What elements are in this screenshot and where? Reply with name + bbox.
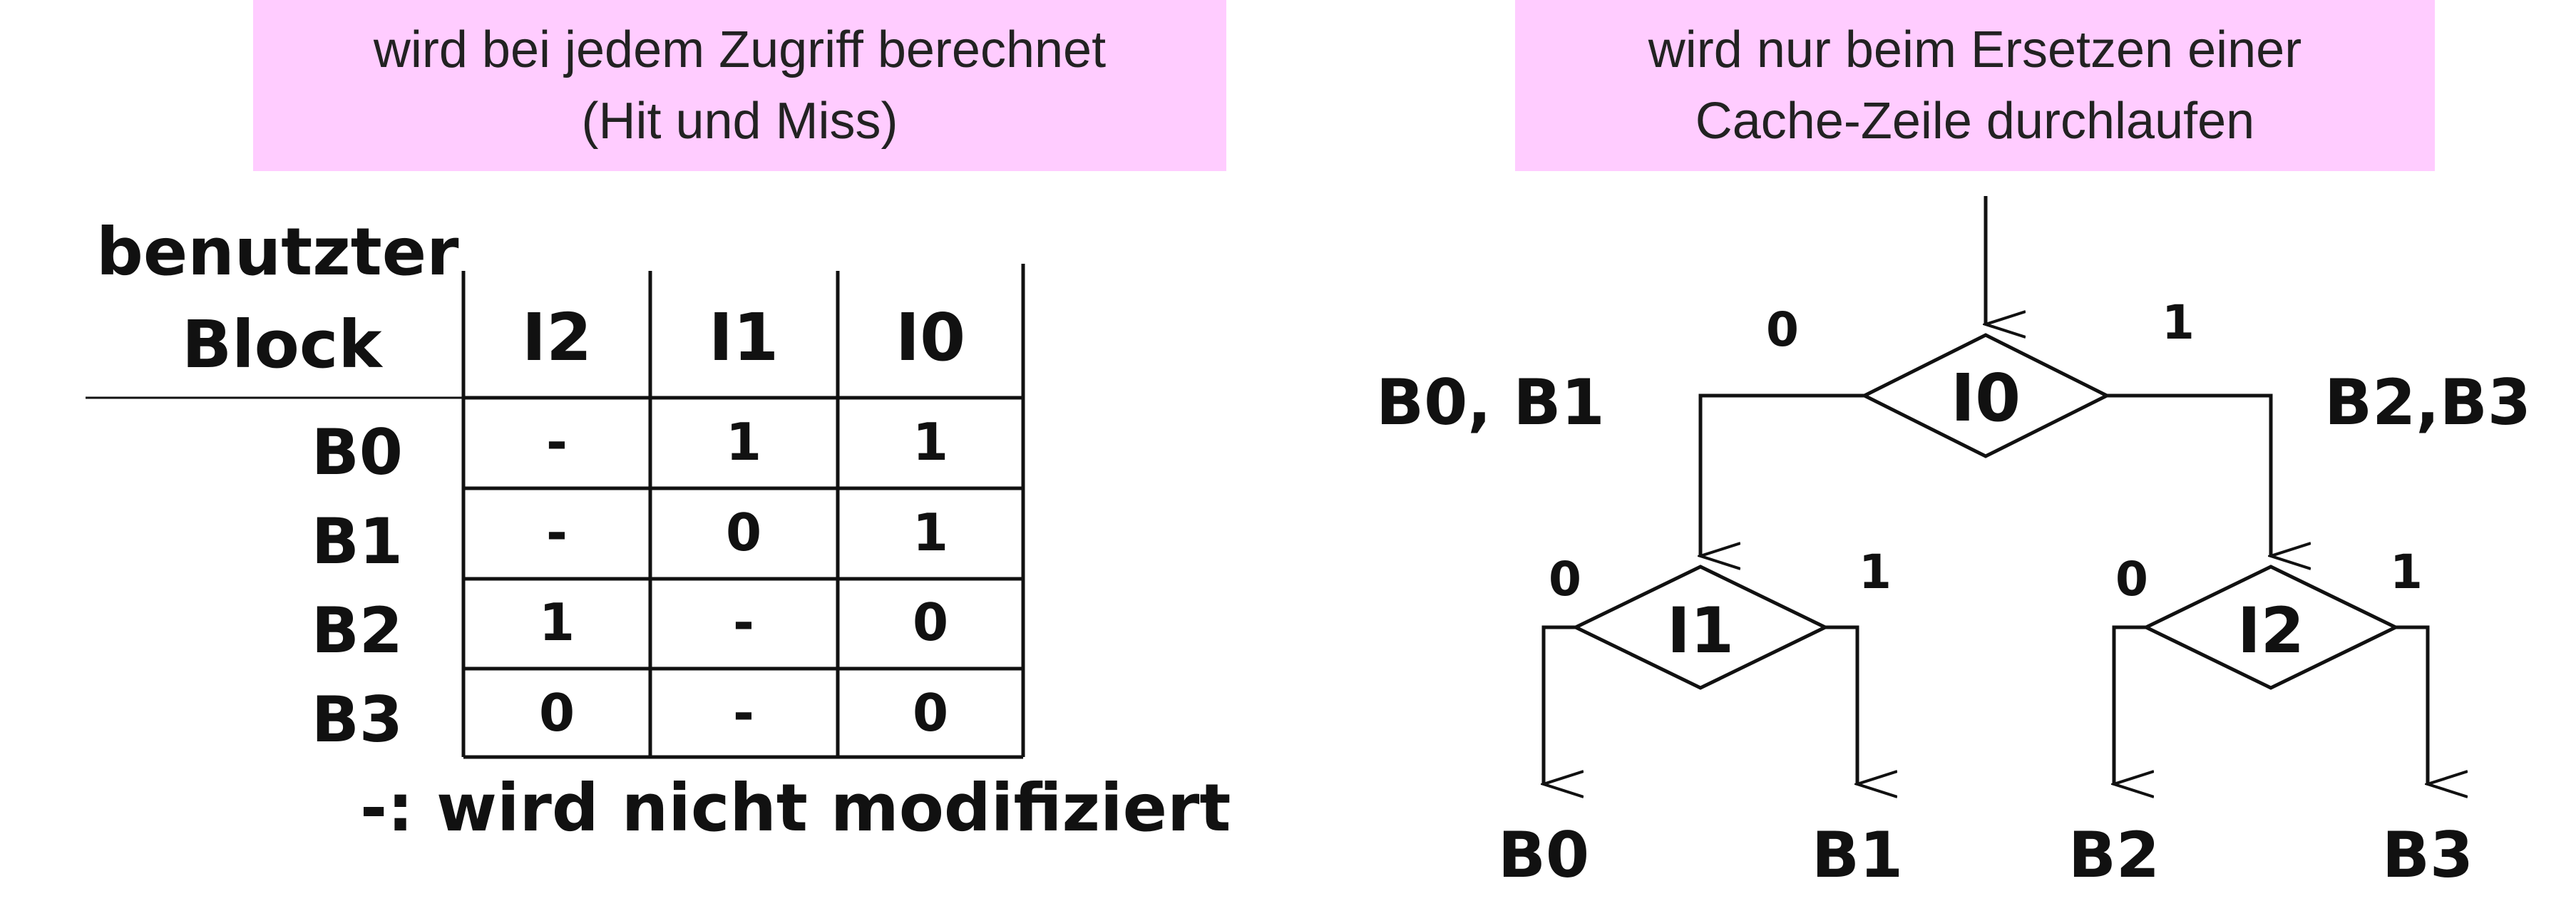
row-label-b1: B1: [312, 505, 403, 578]
note-box-left: wird bei jedem Zugriff berechnet (Hit un…: [253, 0, 1226, 171]
right-node-edge-right: 1: [2390, 545, 2423, 599]
col-header-i1: I1: [709, 299, 779, 376]
cell: 1: [539, 592, 575, 652]
cell: 0: [913, 683, 948, 743]
root-branch-right: [2107, 393, 2271, 556]
right-node-diamond: [2142, 565, 2400, 690]
left-node-branch-right: [1825, 625, 1857, 784]
cell: 1: [913, 412, 948, 472]
right-node-label: I2: [2237, 594, 2304, 667]
col-header-i0: I0: [896, 299, 965, 376]
root-edge-left-label: 0: [1766, 302, 1799, 357]
cell: 0: [539, 683, 575, 743]
note-right-line2: Cache-Zeile durchlaufen: [1695, 93, 2255, 150]
cell: 0: [726, 503, 761, 562]
note-left-line2: (Hit und Miss): [581, 93, 898, 150]
row-label-b3: B3: [312, 683, 403, 756]
left-node-edge-right: 1: [1859, 545, 1892, 599]
row-label-b2: B2: [312, 594, 403, 667]
cell: 0: [913, 592, 948, 652]
cell: -: [733, 592, 754, 652]
table-header-line2: Block: [182, 307, 383, 383]
cell: -: [546, 503, 568, 562]
cell: 1: [726, 412, 761, 472]
note-box-right: wird nur beim Ersetzen einer Cache-Zeile…: [1515, 0, 2435, 171]
note-left-line1: wird bei jedem Zugriff berechnet: [373, 21, 1107, 78]
root-right-group: B2,B3: [2324, 366, 2531, 439]
decision-tree: I0 0 1 B0, B1 B2,B3 I1 0 1 B0 B1 I2 0 1 …: [1376, 196, 2531, 892]
root-node-label: I0: [1951, 360, 2021, 436]
left-node-edge-left: 0: [1549, 552, 1581, 607]
root-node-diamond: [1860, 333, 2111, 458]
note-right-line1: wird nur beim Ersetzen einer: [1648, 21, 2302, 78]
right-node-branch-right: [2396, 625, 2428, 784]
table-legend: -: wird nicht modifiziert: [360, 770, 1231, 846]
lru-table: benutzter Block I2 I1 I0 B0 B1 B2 B3 - 1…: [86, 214, 1231, 846]
root-left-group: B0, B1: [1376, 366, 1605, 439]
left-node-branch-left: [1544, 625, 1576, 784]
cell: -: [546, 412, 568, 472]
leaf-b2: B2: [2068, 818, 2160, 892]
right-node-edge-left: 0: [2115, 552, 2148, 607]
leaf-b0: B0: [1498, 818, 1589, 892]
table-header-line1: benutzter: [96, 214, 459, 290]
root-edge-right-label: 1: [2162, 295, 2195, 350]
left-node-label: I1: [1667, 594, 1734, 667]
cell: 1: [913, 503, 948, 562]
right-node-branch-left: [2114, 625, 2146, 784]
leaf-b1: B1: [1812, 818, 1903, 892]
col-header-i2: I2: [522, 299, 592, 376]
root-branch-left: [1700, 393, 1864, 556]
row-label-b0: B0: [312, 416, 403, 489]
left-node-diamond: [1571, 565, 1830, 690]
leaf-b3: B3: [2382, 818, 2473, 892]
cell: -: [733, 683, 754, 743]
